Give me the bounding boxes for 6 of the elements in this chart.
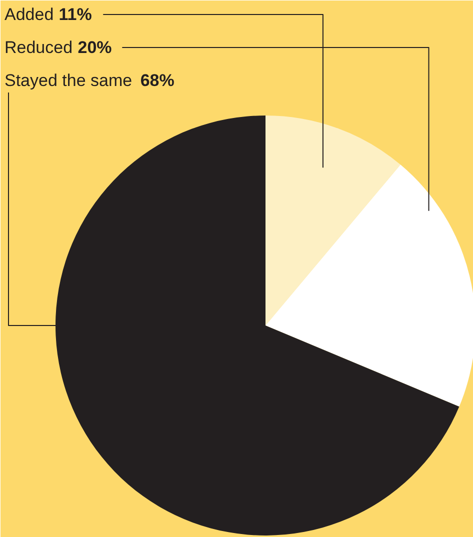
data-label: 68% [140, 71, 174, 90]
slice-label: Stayed the same [4, 71, 132, 90]
data-label: 11% [58, 5, 92, 24]
slice-label: Reduced [4, 38, 73, 57]
slice-label: Added [4, 5, 54, 24]
data-label: 20% [78, 38, 112, 57]
